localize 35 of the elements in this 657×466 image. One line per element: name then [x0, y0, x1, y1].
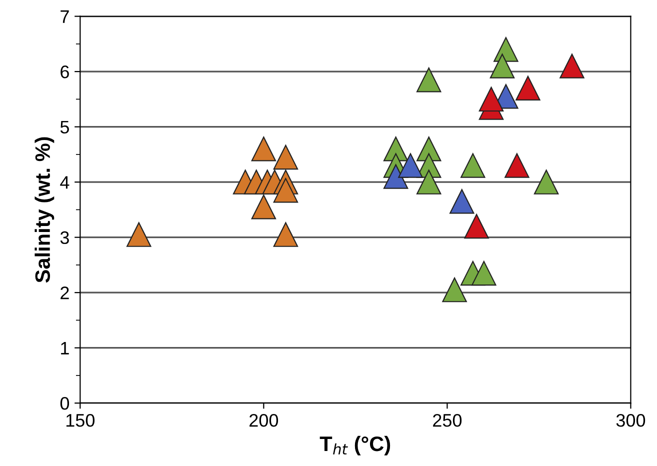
point	[560, 54, 584, 78]
point	[450, 189, 474, 214]
point	[504, 153, 530, 178]
point	[516, 76, 540, 100]
point	[273, 178, 298, 203]
point	[416, 67, 442, 92]
x-tick-label: 150	[66, 414, 95, 427]
point	[490, 54, 515, 78]
point	[416, 170, 442, 194]
x-axis-title: T$_{ht}$ (°C)	[320, 436, 390, 456]
x-tick-label: 300	[616, 414, 646, 427]
point	[442, 277, 467, 302]
point	[460, 153, 486, 178]
x-tick-label: 250	[433, 414, 462, 427]
x-tick-label: 200	[250, 414, 278, 427]
y-tick-label: 0	[60, 397, 70, 410]
point	[251, 194, 276, 220]
point	[273, 222, 298, 247]
y-tick-label: 2	[60, 286, 69, 300]
point	[534, 170, 559, 194]
point	[126, 222, 152, 247]
y-axis-title: Salinity (wt. %)	[34, 137, 54, 283]
point	[383, 164, 408, 189]
point	[398, 153, 423, 178]
point	[472, 260, 496, 286]
y-tick-label: 6	[60, 66, 69, 78]
point	[464, 214, 489, 239]
y-tick-label: 3	[60, 231, 69, 244]
point	[251, 136, 276, 162]
point	[478, 86, 504, 112]
y-tick-label: 7	[60, 10, 69, 23]
y-tick-label: 4	[60, 176, 70, 189]
y-tick-label: 5	[60, 120, 69, 134]
y-tick-label: 1	[61, 342, 69, 354]
point	[273, 144, 298, 170]
